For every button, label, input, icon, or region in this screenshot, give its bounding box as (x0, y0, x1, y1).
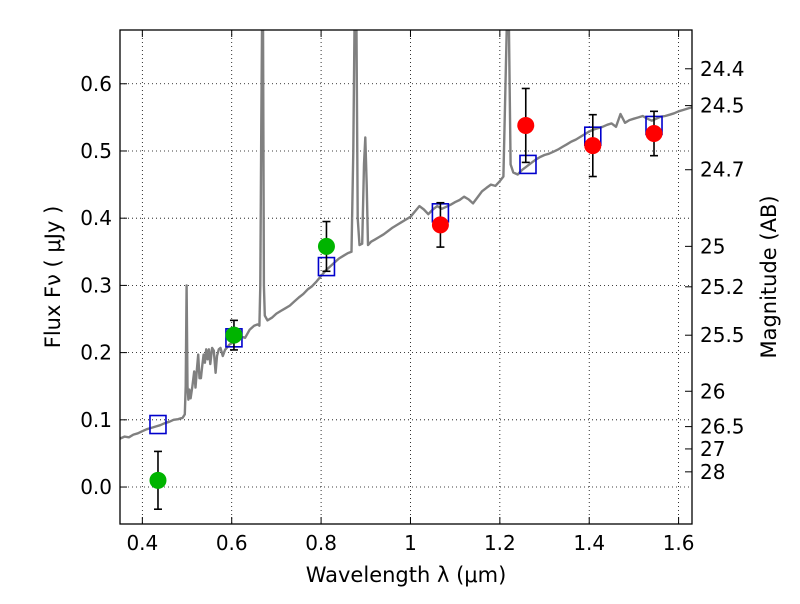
right-tick-label: 26 (700, 379, 725, 403)
x-tick-label: 0.8 (305, 531, 337, 555)
x-axis-label: Wavelength λ (μm) (306, 563, 507, 587)
y-tick-label: 0.4 (80, 206, 112, 230)
spectrum-line (120, 30, 692, 440)
right-tick-label: 24.7 (700, 158, 745, 182)
plot-background (120, 30, 692, 524)
right-tick-label: 27 (700, 437, 725, 461)
model-square-marker (519, 154, 537, 175)
photometry-point (317, 237, 335, 255)
right-tick-label: 25.2 (700, 275, 745, 299)
photometry-point (517, 116, 535, 134)
y-tick-label: 0.1 (80, 408, 112, 432)
right-axis-label: Magnitude (AB) (757, 195, 781, 358)
axis-ticks: 0.4 0.6 0.8 1 1.2 1.4 1.6 0.0 0.1 0.2 0.3 0.4 0.5 0.6… (80, 30, 745, 555)
y-tick-label: 0.0 (80, 475, 112, 499)
right-tick-label: 26.5 (700, 415, 745, 439)
photometry-point (431, 216, 449, 234)
x-tick-label: 1.2 (484, 531, 516, 555)
y-tick-label: 0.5 (80, 139, 112, 163)
photometry-point (149, 471, 167, 489)
right-tick-label: 25 (700, 234, 725, 258)
x-tick-label: 0.6 (216, 531, 248, 555)
plot-frame (119, 29, 693, 525)
right-tick-label: 24.4 (700, 57, 745, 81)
right-tick-label: 28 (700, 460, 725, 484)
photometry-point (225, 326, 243, 344)
spectrum-layer (120, 30, 692, 440)
y-tick-label: 0.2 (80, 341, 112, 365)
y-tick-label: 0.3 (80, 273, 112, 297)
x-tick-label: 1 (404, 531, 417, 555)
photometry-point (584, 137, 602, 155)
x-tick-label: 0.4 (126, 531, 158, 555)
x-tick-label: 1.6 (663, 531, 695, 555)
model-square-marker (149, 414, 167, 435)
right-tick-label: 25.5 (700, 323, 745, 347)
marker-layer (149, 87, 663, 511)
y-axis-label: Flux Fν ( μJy ) (41, 206, 65, 349)
y-tick-label: 0.6 (80, 72, 112, 96)
x-tick-label: 1.4 (573, 531, 605, 555)
photometry-point (645, 125, 663, 143)
right-tick-label: 24.5 (700, 94, 745, 118)
